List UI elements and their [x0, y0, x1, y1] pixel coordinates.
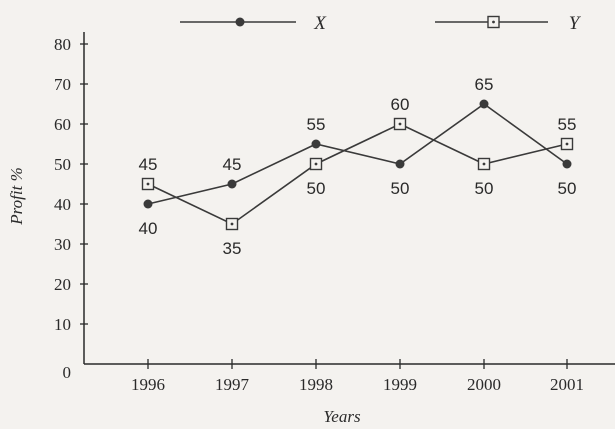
y-tick-label: 0: [63, 363, 72, 382]
x-axis-title: Years: [323, 407, 361, 426]
y-tick-label: 20: [54, 275, 71, 294]
axes: [83, 32, 615, 365]
point-y: [477, 157, 491, 171]
data-label-y: 45: [139, 155, 158, 174]
y-tick-label: 70: [54, 75, 71, 94]
data-label-x: 65: [475, 75, 494, 94]
point-x: [311, 139, 321, 149]
legend-item-x: X: [180, 13, 327, 34]
data-label-x: 50: [391, 179, 410, 198]
data-label-x: 55: [307, 115, 326, 134]
point-y: [141, 177, 155, 191]
point-x: [562, 159, 572, 169]
data-label-x: 45: [223, 155, 242, 174]
legend-label: Y: [569, 13, 582, 34]
x-tick-label: 1997: [215, 375, 250, 394]
point-y: [225, 217, 239, 231]
point-x: [227, 179, 237, 189]
x-ticks: 1996 1997 1998 1999 2000 2001: [131, 359, 584, 394]
y-axis-title: Profit %: [7, 167, 26, 225]
data-label-y: 55: [558, 115, 577, 134]
y-tick-label: 50: [54, 155, 71, 174]
legend-item-y: Y: [435, 13, 582, 34]
legend-label: X: [313, 13, 327, 34]
x-tick-label: 1999: [383, 375, 417, 394]
x-tick-label: 1996: [131, 375, 165, 394]
data-label-x: 50: [558, 179, 577, 198]
y-tick-label: 60: [54, 115, 71, 134]
data-label-y: 35: [223, 239, 242, 258]
series-line-x: [147, 103, 568, 205]
point-x: [143, 199, 153, 209]
series-layer: [141, 99, 574, 231]
x-tick-label: 1998: [299, 375, 333, 394]
series-line-y: [147, 123, 568, 225]
point-x: [479, 99, 489, 109]
point-y: [393, 117, 407, 131]
y-tick-label: 30: [54, 235, 71, 254]
x-tick-label: 2001: [550, 375, 584, 394]
data-label-y: 50: [475, 179, 494, 198]
y-ticks: 0 10 20 30 40 50 60 70 80: [54, 35, 88, 382]
y-tick-label: 80: [54, 35, 71, 54]
point-y: [309, 157, 323, 171]
data-label-y: 50: [307, 179, 326, 198]
point-y: [560, 137, 574, 151]
data-label-x: 40: [139, 219, 158, 238]
y-tick-label: 10: [54, 315, 71, 334]
data-label-y: 60: [391, 95, 410, 114]
y-tick-label: 40: [54, 195, 71, 214]
data-labels: 40 45 45 35 55 50 50 60 65 50 50 55: [139, 75, 577, 258]
point-x: [395, 159, 405, 169]
x-tick-label: 2000: [467, 375, 501, 394]
